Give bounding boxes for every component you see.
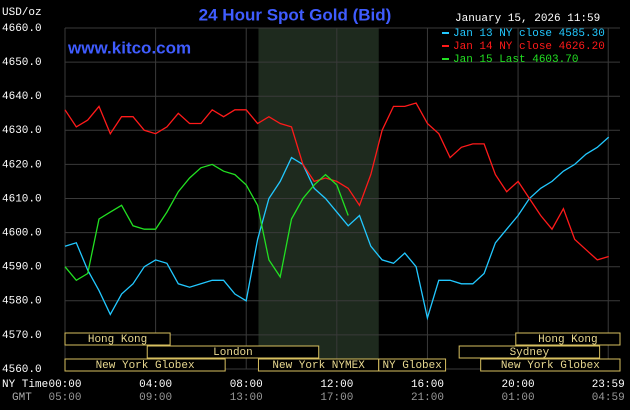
gmt-tick-label: 01:00 bbox=[502, 392, 535, 404]
x-tick-label: 23:59 bbox=[592, 379, 625, 391]
gmt-tick-label: 05:00 bbox=[48, 392, 81, 404]
session-bar bbox=[146, 345, 320, 359]
x-tick-label: 20:00 bbox=[502, 379, 535, 391]
gmt-label: GMT bbox=[12, 392, 32, 404]
x-tick-label: 08:00 bbox=[230, 379, 263, 391]
timestamp: January 15, 2026 11:59 bbox=[455, 13, 600, 25]
y-tick-label: 4610.0 bbox=[2, 193, 42, 205]
session-label: New York NYMEX bbox=[272, 360, 365, 372]
gmt-tick-label: 09:00 bbox=[139, 392, 172, 404]
y-tick-label: 4560.0 bbox=[2, 364, 42, 376]
y-tick-label: 4640.0 bbox=[2, 91, 42, 103]
y-tick-label: 4660.0 bbox=[2, 23, 42, 35]
gmt-tick-label: 21:00 bbox=[411, 392, 444, 404]
price-line bbox=[64, 163, 349, 282]
y-tick-label: 4650.0 bbox=[2, 57, 42, 69]
chart-title: 24 Hour Spot Gold (Bid) bbox=[199, 5, 392, 24]
y-tick-label: 4600.0 bbox=[2, 228, 42, 240]
gmt-tick-label: 17:00 bbox=[320, 392, 353, 404]
price-line bbox=[64, 136, 610, 321]
session-label: Hong Kong bbox=[538, 334, 597, 346]
ny-time-label: NY Time bbox=[2, 379, 48, 391]
session-bar bbox=[378, 358, 447, 372]
price-line bbox=[64, 102, 609, 261]
gmt-tick-label: 13:00 bbox=[230, 392, 263, 404]
session-label: New York Globex bbox=[96, 360, 195, 372]
y-tick-label: 4630.0 bbox=[2, 125, 42, 137]
x-tick-label: 04:00 bbox=[139, 379, 172, 391]
session-bar bbox=[480, 358, 621, 372]
x-tick-label: 12:00 bbox=[320, 379, 353, 391]
unit-label: USD/oz bbox=[2, 7, 42, 19]
session-bar bbox=[458, 345, 601, 359]
session-bar bbox=[515, 332, 621, 346]
y-tick-label: 4570.0 bbox=[2, 330, 42, 342]
session-label: New York Globex bbox=[501, 360, 600, 372]
x-tick-label: 00:00 bbox=[48, 379, 81, 391]
legend-entry: Jan 15 Last 4603.70 bbox=[453, 54, 578, 66]
x-tick-label: 16:00 bbox=[411, 379, 444, 391]
session-label: NY Globex bbox=[382, 360, 442, 372]
y-tick-label: 4590.0 bbox=[2, 262, 42, 274]
session-bar bbox=[64, 332, 171, 346]
session-label: Hong Kong bbox=[88, 334, 147, 346]
y-tick-label: 4580.0 bbox=[2, 296, 42, 308]
legend-entry: Jan 13 NY close 4585.30 bbox=[453, 28, 605, 40]
website: www.kitco.com bbox=[67, 38, 191, 57]
session-label: London bbox=[213, 347, 253, 359]
gmt-tick-label: 04:59 bbox=[592, 392, 625, 404]
session-bar bbox=[64, 358, 226, 372]
session-label: Sydney bbox=[510, 347, 550, 359]
y-tick-label: 4620.0 bbox=[2, 159, 42, 171]
legend-entry: Jan 14 NY close 4626.20 bbox=[453, 41, 605, 53]
